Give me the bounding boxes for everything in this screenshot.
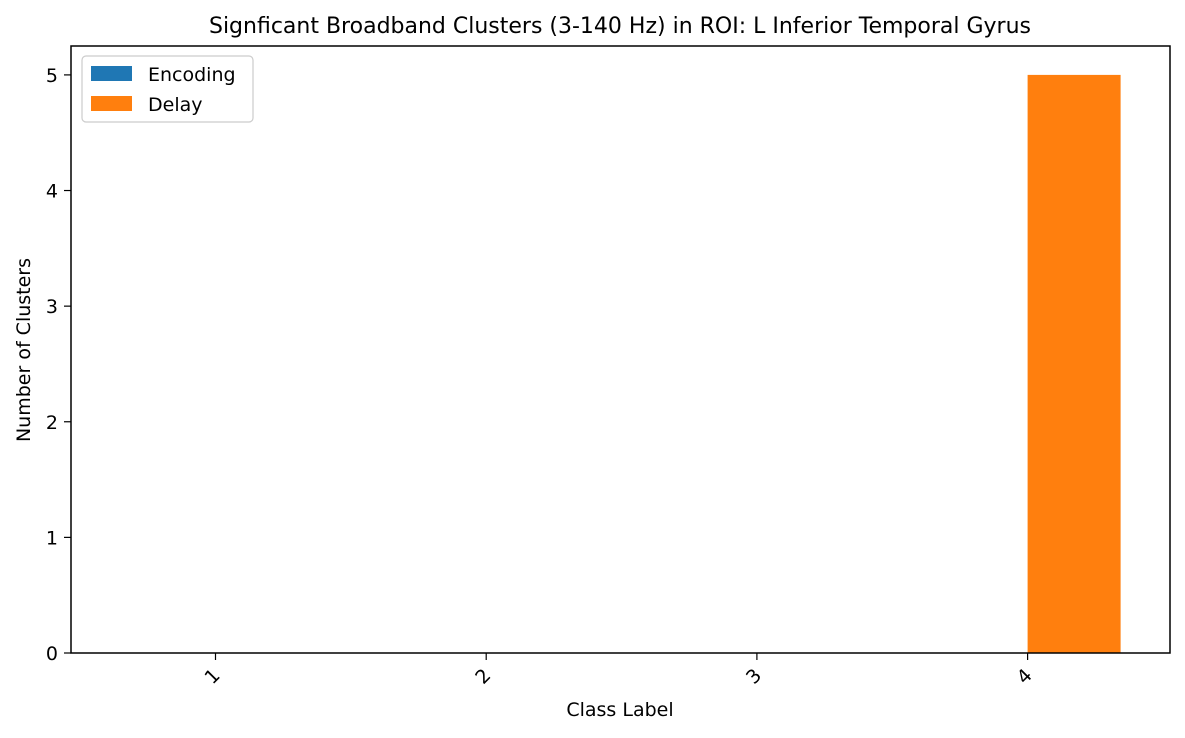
legend-label-delay: Delay: [148, 94, 203, 116]
legend-label-encoding: Encoding: [148, 64, 236, 86]
y-tick-label: 1: [46, 527, 58, 549]
legend-swatch-encoding: [91, 66, 132, 81]
y-tick-label: 2: [46, 412, 58, 434]
y-axis-label: Number of Clusters: [13, 258, 35, 442]
legend-swatch-delay: [91, 96, 132, 111]
y-tick-label: 4: [46, 181, 58, 203]
x-axis-label: Class Label: [566, 699, 673, 721]
plot-frame: [70, 45, 1171, 654]
y-axis-ticks: 0 1 2 3 4 5: [46, 65, 71, 665]
legend: Encoding Delay: [81, 55, 254, 123]
chart-title: Signficant Broadband Clusters (3-140 Hz)…: [209, 14, 1031, 39]
y-tick-label: 3: [46, 296, 58, 318]
y-tick-label: 0: [46, 643, 58, 665]
bars-layer: [1027, 74, 1121, 653]
y-tick-label: 5: [46, 65, 58, 87]
bar-delay-4: [1027, 74, 1121, 653]
